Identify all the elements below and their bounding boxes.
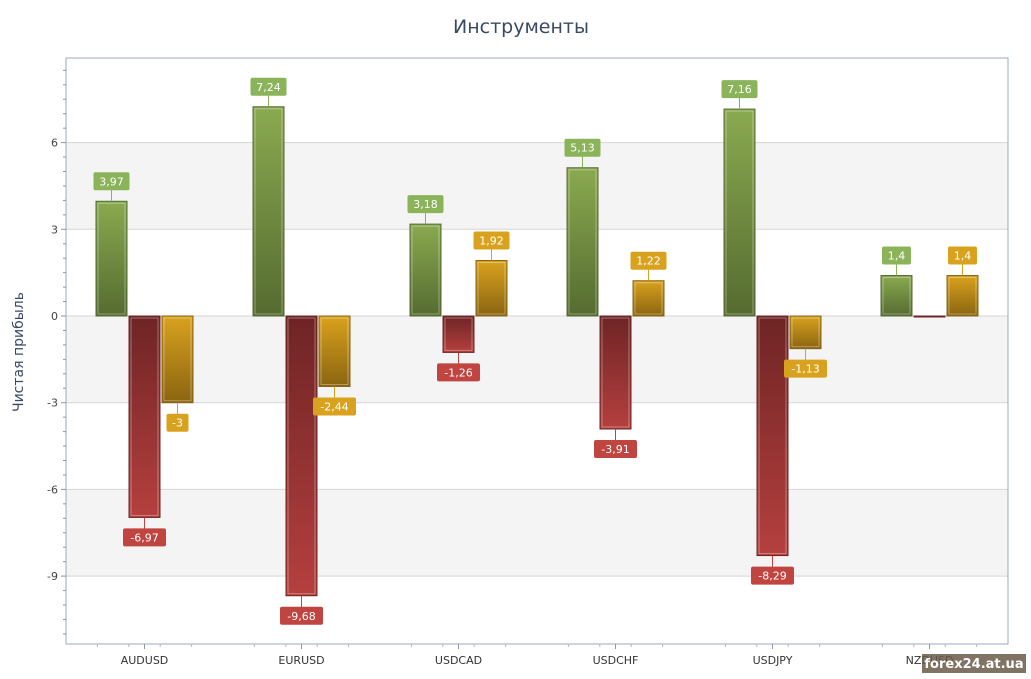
plot-frame (65, 57, 1009, 645)
bar (318, 315, 351, 388)
bar (252, 106, 285, 317)
bar-highlight (758, 317, 787, 555)
data-label: -3 (172, 417, 183, 430)
bar (442, 315, 475, 353)
bar-highlight (163, 317, 192, 402)
bar (880, 275, 913, 317)
bar (475, 260, 508, 317)
y-tick-label: 6 (51, 137, 58, 150)
data-label: 7,16 (727, 83, 752, 96)
data-label-box (93, 172, 130, 191)
data-label-box (564, 138, 601, 157)
data-label: -1,13 (791, 363, 819, 376)
y-tick-label: 3 (51, 223, 58, 236)
grid-band (66, 489, 1008, 577)
bar-highlight (411, 225, 440, 315)
x-tick-label: AUDUSD (121, 654, 169, 667)
bar-highlight (948, 277, 977, 315)
bar-highlight (130, 317, 159, 516)
data-label-box (473, 231, 510, 250)
data-label: 3,97 (99, 175, 124, 188)
data-label: 1,92 (479, 235, 504, 248)
bar-highlight (725, 110, 754, 315)
data-label: -3,91 (601, 443, 629, 456)
y-tick-label: -6 (47, 483, 58, 496)
bar (946, 275, 979, 317)
data-label: -1,26 (444, 366, 472, 379)
grid-band (66, 142, 1008, 230)
data-label-box (437, 363, 480, 382)
data-label-box (407, 195, 444, 214)
y-tick-label: -9 (47, 570, 58, 583)
data-label-box (313, 397, 356, 416)
data-label: -9,68 (287, 610, 315, 623)
x-tick-label: USDCAD (435, 654, 482, 667)
bar (409, 223, 442, 317)
bar-highlight (287, 317, 316, 595)
bar (756, 315, 789, 557)
y-tick-label: -3 (47, 397, 58, 410)
bar (285, 315, 318, 597)
data-label: -6,97 (130, 531, 158, 544)
bars (95, 106, 979, 597)
grid-lines (66, 142, 1008, 577)
y-tick-label: 0 (51, 310, 58, 323)
x-tick-label: USDJPY (753, 654, 793, 667)
data-label-box (882, 246, 911, 265)
x-tick-label: USDCHF (593, 654, 639, 667)
data-label-box (123, 528, 166, 547)
x-axis: AUDUSDEURUSDUSDCADUSDCHFUSDJPYNZDUSD (96, 644, 978, 667)
x-tick-label: EURUSD (278, 654, 324, 667)
data-label-box (594, 439, 637, 458)
chart-title: Инструменты (453, 16, 589, 38)
bar (566, 167, 599, 317)
bar-highlight (601, 317, 630, 428)
data-label: -8,29 (758, 570, 786, 583)
bar (632, 280, 665, 317)
data-label-box (948, 246, 977, 265)
watermark: forex24.at.ua (922, 654, 1026, 673)
bar (128, 315, 161, 518)
bar-highlight (568, 169, 597, 315)
bar-highlight (254, 108, 283, 315)
data-label: 1,22 (636, 255, 661, 268)
data-label: -2,44 (320, 401, 348, 414)
data-label-box (630, 251, 667, 270)
y-axis-label: Чистая прибыль (11, 292, 27, 412)
bar-highlight (444, 317, 473, 351)
bar (723, 108, 756, 317)
data-label-box (166, 413, 189, 432)
bar-highlight (477, 262, 506, 315)
data-label-box (751, 566, 794, 585)
data-label: 1,4 (954, 250, 972, 263)
bar (913, 315, 946, 318)
bar-highlight (791, 317, 820, 348)
data-label: 1,4 (888, 250, 906, 263)
grid-band (66, 316, 1008, 403)
data-label-box (721, 80, 758, 99)
y-axis: 6 3 0 -3 -6 -9 (47, 69, 66, 635)
data-label: 5,13 (570, 142, 595, 155)
bar (161, 315, 194, 404)
grid-bands (66, 142, 1008, 577)
bar-highlight (882, 277, 911, 315)
bar (95, 200, 128, 317)
bar-highlight (634, 282, 663, 315)
data-label-box (784, 359, 827, 378)
data-label: 3,18 (413, 198, 438, 211)
data-labels: 3,97 -6,97 -3 7,24 -9,68 -2,44 3,18 -1,26 1,92 5,… (93, 77, 977, 625)
bar-highlight (97, 202, 126, 315)
bar (789, 315, 822, 350)
bar (599, 315, 632, 430)
data-label: 7,24 (256, 81, 281, 94)
data-label-box (250, 77, 287, 96)
data-label-box (280, 606, 323, 625)
watermark-text: forex24.at.ua (924, 657, 1023, 672)
bar-highlight (320, 317, 349, 386)
